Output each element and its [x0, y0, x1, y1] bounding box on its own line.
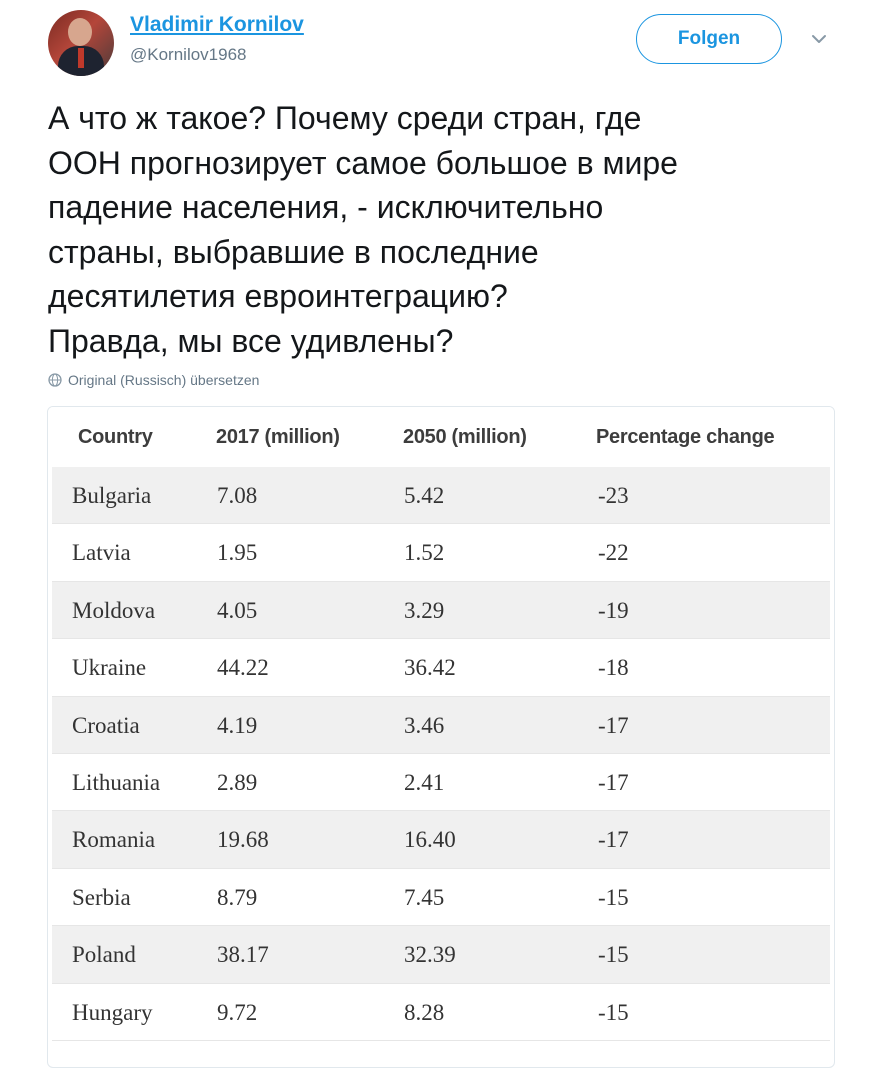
cell-2017: 19.68 [217, 827, 269, 853]
cell-percentage-change: -23 [598, 483, 629, 508]
column-header-country: Country [78, 426, 153, 448]
table-body: Bulgaria 7.08 5.42 -23 Latvia 1.95 1.52 … [52, 467, 830, 1041]
table-row: Serbia 8.79 7.45 -15 [52, 868, 830, 927]
cell-percentage-change: -17 [598, 769, 629, 795]
chevron-down-icon[interactable] [806, 26, 832, 52]
cell-country: Bulgaria [72, 483, 152, 508]
cell-2017: 7.08 [217, 483, 258, 508]
avatar[interactable] [48, 10, 114, 76]
cell-2017: 4.19 [217, 712, 258, 738]
cell-percentage-change: -15 [598, 884, 629, 910]
column-header-2017: 2017 (million) [216, 426, 340, 448]
cell-country: Hungary [72, 999, 153, 1025]
cell-percentage-change: -18 [598, 655, 629, 681]
table-header: Country 2017 (million) 2050 (million) Pe… [48, 407, 834, 467]
cell-2050: 2.41 [404, 769, 445, 795]
cell-2050: 32.39 [404, 942, 456, 968]
cell-2017: 8.79 [217, 884, 258, 910]
cell-2050: 5.42 [404, 483, 445, 508]
column-header-2050: 2050 (million) [403, 426, 527, 448]
cell-country: Moldova [72, 597, 156, 623]
table-row: Latvia 1.95 1.52 -22 [52, 524, 830, 582]
column-header-percentage-change: Percentage change [596, 426, 775, 448]
cell-2050: 36.42 [404, 655, 456, 681]
cell-2050: 7.45 [404, 884, 445, 910]
globe-icon [48, 373, 62, 387]
avatar-head-shape [68, 18, 92, 46]
tweet-text-line: Правда, мы все удивлены? [48, 322, 454, 359]
cell-2050: 1.52 [404, 540, 445, 566]
cell-country: Poland [72, 942, 136, 968]
cell-2050: 3.29 [404, 597, 445, 623]
cell-2017: 38.17 [217, 942, 269, 968]
cell-country: Serbia [72, 884, 131, 910]
user-display-name[interactable]: Vladimir Kornilov [130, 13, 304, 36]
tweet-text-line: ООН прогнозирует самое большое в мире [48, 144, 678, 181]
follow-button[interactable]: Folgen [636, 14, 782, 64]
cell-percentage-change: -19 [598, 597, 629, 623]
cell-country: Croatia [72, 712, 140, 738]
tweet-text-line: страны, выбравшие в последние [48, 233, 539, 270]
tweet-text: А что ж такое? Почему среди стран, где О… [48, 96, 838, 363]
cell-country: Ukraine [72, 655, 147, 681]
media-card-table[interactable]: Country 2017 (million) 2050 (million) Pe… [47, 406, 835, 1068]
table-row: Poland 38.17 32.39 -15 [52, 926, 830, 984]
table-row: Moldova 4.05 3.29 -19 [52, 581, 830, 640]
table-row: Lithuania 2.89 2.41 -17 [52, 753, 830, 812]
cell-percentage-change: -17 [598, 827, 629, 853]
cell-2017: 4.05 [217, 597, 258, 623]
table-row: Romania 19.68 16.40 -17 [52, 811, 830, 869]
tweet-text-line: десятилетия евроинтеграцию? [48, 278, 508, 314]
cell-2050: 8.28 [404, 999, 445, 1025]
cell-percentage-change: -22 [598, 540, 629, 566]
cell-country: Lithuania [72, 769, 161, 795]
table-row: Bulgaria 7.08 5.42 -23 [52, 467, 830, 525]
cell-percentage-change: -17 [598, 712, 629, 738]
cell-percentage-change: -15 [598, 942, 629, 968]
cell-country: Romania [72, 827, 156, 853]
table-row: Ukraine 44.22 36.42 -18 [52, 639, 830, 697]
translate-link[interactable]: Original (Russisch) übersetzen [48, 372, 259, 388]
cell-2017: 44.22 [217, 655, 269, 681]
cell-2017: 9.72 [217, 999, 258, 1025]
table-row: Croatia 4.19 3.46 -17 [52, 696, 830, 754]
cell-2017: 2.89 [217, 769, 258, 795]
cell-2050: 3.46 [404, 712, 445, 738]
tweet-text-line: падение населения, - исключительно [48, 189, 604, 225]
cell-2050: 16.40 [404, 827, 456, 853]
user-handle[interactable]: @Kornilov1968 [130, 45, 247, 64]
table-row: Hungary 9.72 8.28 -15 [52, 983, 830, 1041]
avatar-tie-shape [78, 48, 84, 68]
tweet-text-line: А что ж такое? Почему среди стран, где [48, 100, 642, 136]
translate-label: Original (Russisch) übersetzen [68, 372, 260, 388]
cell-percentage-change: -15 [598, 999, 629, 1025]
cell-2017: 1.95 [217, 540, 258, 566]
cell-country: Latvia [72, 540, 131, 566]
